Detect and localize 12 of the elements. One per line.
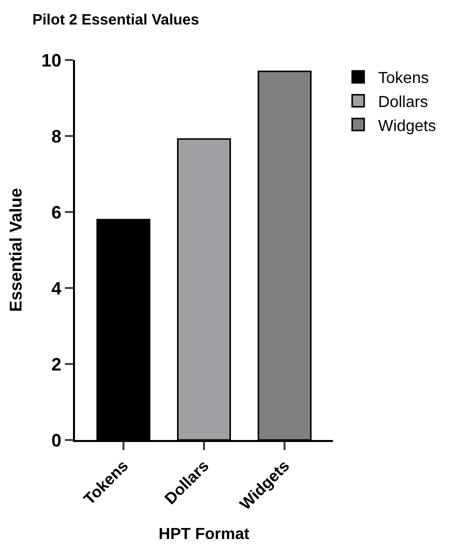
y-tick-label: 4 [51,278,62,298]
y-tick-label: 10 [41,50,62,70]
y-tick-label: 6 [51,202,62,222]
legend-label: Tokens [378,70,429,88]
y-tick-label: 0 [51,430,62,450]
y-tick-label: 8 [51,126,62,146]
legend-label: Widgets [378,118,436,135]
y-tick-label: 2 [51,354,62,374]
y-axis-title: Essential Value [6,188,26,312]
chart-title: Pilot 2 Essential Values [32,11,200,28]
legend-label: Dollars [378,94,428,111]
x-axis-title: HPT Format [158,526,250,543]
